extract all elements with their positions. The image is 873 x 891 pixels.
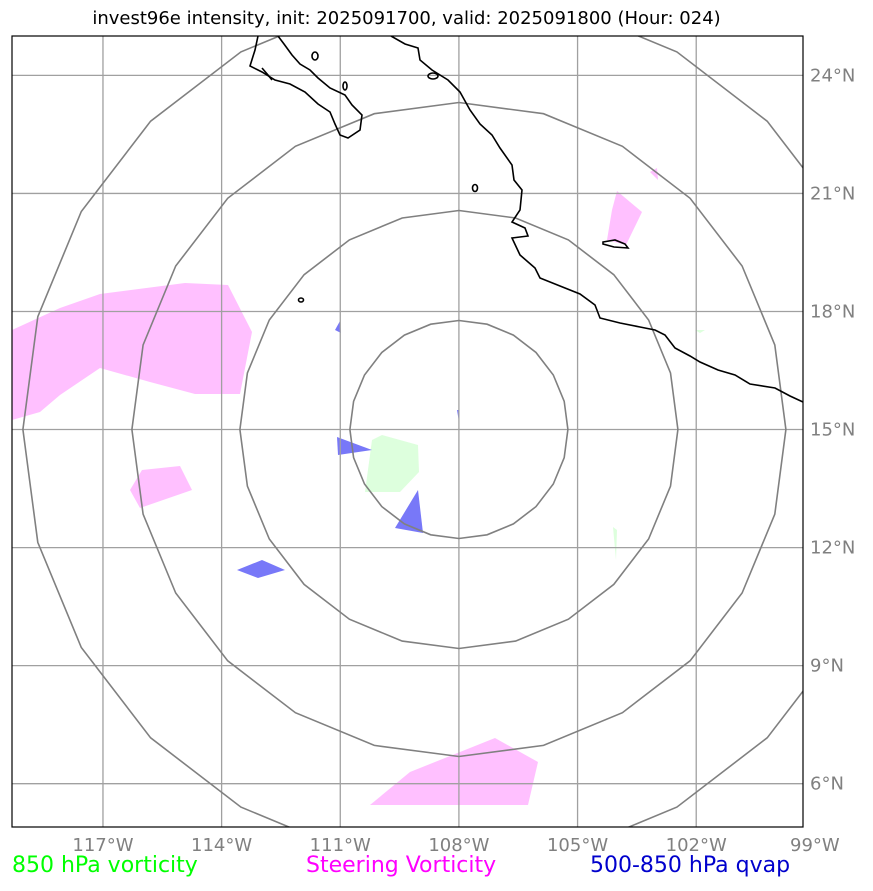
island-2 bbox=[342, 81, 348, 91]
range-ring bbox=[239, 209, 679, 650]
qvap-blob-1 bbox=[337, 437, 372, 455]
vort850-sliver-2 bbox=[695, 330, 705, 333]
lon-tick-label: 114°W bbox=[191, 835, 252, 856]
island-5 bbox=[297, 297, 305, 303]
legend-steering-vorticity: Steering Vorticity bbox=[306, 853, 497, 878]
qvap-blob-3 bbox=[237, 560, 285, 578]
lat-tick-label: 24°N bbox=[810, 65, 855, 86]
lon-tick-label: 111°W bbox=[310, 835, 371, 856]
coastline bbox=[249, 36, 803, 403]
legend-qvap: 500-850 hPa qvap bbox=[590, 853, 791, 878]
steering-vorticity-areas bbox=[12, 168, 658, 805]
range-rings bbox=[22, 36, 803, 827]
plot-frame bbox=[11, 35, 804, 828]
longitude-tick-labels: 117°W 114°W 111°W 108°W 105°W 102°W 99°W bbox=[72, 835, 840, 856]
range-ring bbox=[22, 36, 803, 827]
lake bbox=[602, 239, 630, 249]
lat-tick-label: 6°N bbox=[810, 774, 844, 795]
steering-blob-small bbox=[130, 466, 192, 508]
lat-tick-label: 15°N bbox=[810, 420, 855, 441]
island-1 bbox=[311, 51, 319, 61]
range-ring bbox=[131, 101, 787, 758]
range-ring bbox=[349, 319, 569, 540]
steering-blob-west bbox=[12, 283, 252, 420]
lat-tick-label: 21°N bbox=[810, 183, 855, 204]
island-3 bbox=[427, 72, 439, 80]
qvap-blob-4 bbox=[335, 321, 341, 333]
vort850-sliver-1 bbox=[613, 527, 617, 560]
lat-tick-label: 18°N bbox=[810, 301, 855, 322]
coastline-baja bbox=[249, 36, 363, 139]
lon-tick-label: 99°W bbox=[790, 835, 840, 856]
island-4 bbox=[471, 183, 479, 193]
legend-850-vorticity: 850 hPa vorticity bbox=[12, 853, 198, 878]
lat-tick-label: 9°N bbox=[810, 656, 844, 677]
steering-blob-south bbox=[370, 738, 538, 805]
chart-title: invest96e intensity, init: 2025091700, v… bbox=[92, 8, 721, 29]
steering-blob-tiny bbox=[650, 168, 658, 180]
coastline-baja-inlet bbox=[261, 67, 273, 81]
lon-tick-label: 117°W bbox=[72, 835, 133, 856]
lat-tick-label: 12°N bbox=[810, 538, 855, 559]
steering-blob-northeast bbox=[607, 191, 642, 245]
lon-tick-label: 102°W bbox=[666, 835, 727, 856]
lon-tick-label: 105°W bbox=[547, 835, 608, 856]
gridlines bbox=[12, 36, 803, 827]
vort850-blob-center bbox=[365, 435, 419, 492]
coastline-mainland bbox=[390, 36, 803, 403]
lon-tick-label: 108°W bbox=[428, 835, 489, 856]
latitude-tick-labels: 24°N 21°N 18°N 15°N 12°N 9°N 6°N bbox=[810, 65, 855, 794]
vorticity-850-areas bbox=[365, 330, 705, 560]
